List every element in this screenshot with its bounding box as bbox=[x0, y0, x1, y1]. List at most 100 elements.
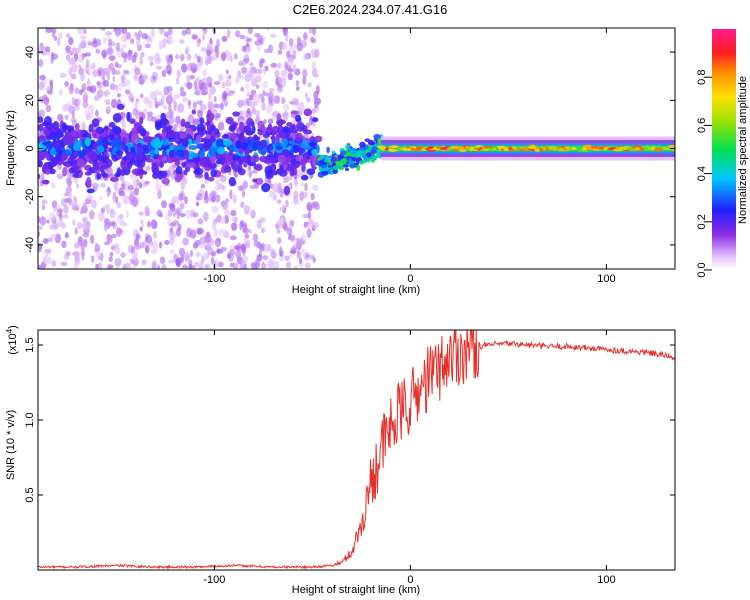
spectrogram-blob bbox=[82, 101, 89, 109]
spectrogram-blob bbox=[530, 145, 535, 149]
spectrogram-blob bbox=[207, 100, 214, 108]
spectrogram-blob bbox=[106, 105, 112, 110]
spectrogram-blob bbox=[318, 159, 324, 167]
spectrogram-blob bbox=[152, 230, 158, 240]
spectrogram-blob bbox=[181, 29, 187, 36]
spectrogram-blob bbox=[120, 34, 127, 43]
spectrogram-blob bbox=[153, 144, 162, 149]
spectrogram-blob bbox=[183, 251, 191, 261]
spectrogram-blob bbox=[163, 86, 170, 96]
spectrogram-blob bbox=[208, 82, 212, 88]
spectrogram-blob bbox=[196, 227, 203, 235]
spectrogram-blob bbox=[187, 28, 192, 36]
spectrogram-blob bbox=[133, 73, 138, 82]
spectrogram-blob bbox=[285, 32, 289, 42]
spectrogram-blob bbox=[105, 88, 110, 95]
spectrogram-blob bbox=[193, 212, 199, 218]
spectrogram-blob bbox=[295, 80, 300, 87]
spectrogram-blob bbox=[237, 163, 243, 173]
spectrogram-blob bbox=[238, 122, 245, 132]
spectrogram-blob bbox=[96, 139, 104, 146]
spectrogram-blob bbox=[39, 74, 46, 81]
spectrogram-blob bbox=[237, 75, 245, 80]
spectrogram-blob bbox=[239, 34, 246, 40]
spectrogram-blob bbox=[261, 102, 266, 111]
spectrogram-blob bbox=[186, 162, 196, 168]
spectrogram-blob bbox=[326, 146, 330, 154]
spectrogram-blob bbox=[629, 147, 636, 151]
spectrogram-blob bbox=[253, 240, 260, 248]
spectrogram-blob bbox=[169, 203, 176, 213]
spectrogram-blob bbox=[95, 126, 105, 134]
spectrogram-blob bbox=[238, 60, 244, 67]
spectrogram-blob bbox=[293, 190, 299, 199]
spectrogram-blob bbox=[154, 101, 161, 107]
spectrogram-blob bbox=[226, 29, 231, 39]
spectrogram-blob bbox=[147, 55, 155, 62]
spectrogram-blob bbox=[69, 50, 74, 56]
spectrogram-blob bbox=[55, 130, 64, 137]
spectrogram-blob bbox=[268, 158, 276, 164]
spectrogram-blob bbox=[283, 185, 290, 196]
spectrogram-blob bbox=[319, 167, 323, 173]
spectrogram-blob bbox=[223, 100, 229, 107]
spectrogram-blob bbox=[270, 248, 276, 258]
spectrogram-blob bbox=[233, 53, 238, 60]
spectrogram-blob bbox=[196, 55, 201, 64]
spectrogram-blob bbox=[204, 264, 210, 269]
spectrogram-blob bbox=[230, 209, 237, 217]
spectrogram-blob bbox=[301, 163, 306, 173]
spectrogram-blob bbox=[185, 133, 191, 140]
spectrogram-blob bbox=[180, 180, 186, 190]
spectrogram-blob bbox=[259, 37, 264, 45]
spectrogram-blob bbox=[79, 209, 83, 215]
spectrogram-blob bbox=[214, 237, 222, 248]
spectrogram-blob bbox=[93, 94, 100, 101]
spectrogram-blob bbox=[103, 99, 111, 104]
spectrogram-blob bbox=[213, 227, 218, 238]
spectrogram-blob bbox=[62, 214, 69, 219]
spectrogram-blob bbox=[186, 74, 191, 84]
spectrogram-blob bbox=[306, 97, 311, 103]
spectrogram-blob bbox=[138, 111, 144, 118]
spectrogram-blob bbox=[308, 142, 317, 146]
spectrogram-blob bbox=[109, 83, 116, 91]
spectrogram-blob bbox=[465, 146, 470, 149]
spectrogram-blob bbox=[74, 227, 78, 235]
spectrogram-blob bbox=[257, 131, 266, 136]
spectrogram-blob bbox=[243, 163, 248, 168]
spectrogram-blob bbox=[122, 263, 127, 269]
colorbar-label: Normalized spectral amplitude bbox=[737, 76, 749, 224]
spectrogram-blob bbox=[118, 191, 126, 197]
spectrogram-blob bbox=[287, 68, 294, 73]
spectrogram-blob bbox=[169, 145, 175, 151]
spectrogram-x-tick-label: 100 bbox=[597, 273, 615, 285]
spectrogram-blob bbox=[143, 108, 148, 116]
spectrogram-blob bbox=[120, 159, 126, 170]
spectrogram-blob bbox=[96, 145, 105, 153]
colorbar: 0.0 0.2 0.4 0.6 0.8 Normalized spectral ampl… bbox=[696, 29, 749, 278]
spectrogram-blob bbox=[277, 154, 286, 163]
colorbar-gradient bbox=[712, 29, 736, 270]
spectrogram-blob bbox=[232, 194, 237, 204]
spectrogram-blob bbox=[377, 138, 383, 144]
spectrogram-blob bbox=[263, 119, 267, 125]
spectrogram-blob bbox=[51, 260, 57, 267]
spectrogram-blob bbox=[210, 251, 216, 257]
spectrogram-blob bbox=[165, 214, 169, 220]
spectrogram-blob bbox=[176, 209, 181, 220]
spectrogram-blob bbox=[98, 211, 105, 222]
spectrogram-blob bbox=[364, 144, 369, 151]
spectrogram-blob bbox=[114, 61, 119, 68]
spectrogram-blob bbox=[249, 94, 255, 101]
spectrogram-blob bbox=[82, 28, 87, 35]
spectrogram-blob bbox=[204, 130, 212, 135]
spectrogram-blob bbox=[197, 260, 204, 269]
spectrogram-blob bbox=[49, 168, 56, 175]
snr-x-ticks: -100 0 100 bbox=[203, 330, 616, 586]
spectrogram-blob bbox=[304, 182, 308, 192]
spectrogram-blob bbox=[74, 206, 79, 212]
spectrogram-blob bbox=[85, 58, 90, 68]
spectrogram-blob bbox=[459, 146, 465, 150]
